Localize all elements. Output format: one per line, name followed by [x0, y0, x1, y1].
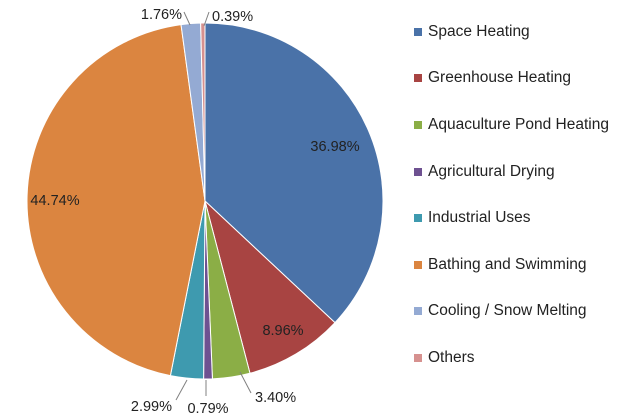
pie-slice-greenhouse-heating — [204, 199, 336, 374]
legend-label: Greenhouse Heating — [428, 69, 572, 86]
legend-swatch — [414, 261, 422, 269]
data-label: 8.96% — [262, 323, 303, 339]
legend-swatch — [414, 307, 422, 315]
leader-line — [239, 371, 252, 394]
leader-line — [183, 11, 191, 26]
data-labels: 36.98% 8.96% 3.40% 0.79% 2.99% 44.74% 1.76% 0.3… — [30, 7, 359, 414]
data-label: 36.98% — [310, 139, 359, 155]
pie-slice-space-heating — [204, 22, 384, 324]
data-label: 1.76% — [141, 7, 182, 23]
legend-swatch — [414, 121, 422, 129]
pie-slice-bathing-and-swimming — [26, 24, 206, 377]
legend-swatch — [414, 214, 422, 222]
legend-label: Industrial Uses — [428, 209, 531, 226]
data-label: 3.40% — [255, 390, 296, 406]
data-label: 44.74% — [30, 193, 79, 209]
legend-label: Cooling / Snow Melting — [428, 302, 587, 319]
data-label: 0.39% — [212, 9, 253, 25]
legend-label: Space Heating — [428, 23, 530, 40]
legend-label: Agricultural Drying — [428, 163, 555, 180]
legend-swatch — [414, 74, 422, 82]
leader-line — [175, 379, 188, 401]
legend-swatch — [414, 354, 422, 362]
legend-label: Bathing and Swimming — [428, 256, 587, 273]
pie-slices — [26, 22, 384, 380]
legend-label: Others — [428, 349, 475, 366]
data-label: 0.79% — [187, 401, 228, 414]
legend-swatch — [414, 168, 422, 176]
data-label: 2.99% — [131, 399, 172, 414]
legend-swatch — [414, 28, 422, 36]
leader-line — [203, 11, 210, 27]
legend-label: Aquaculture Pond Heating — [428, 116, 609, 133]
